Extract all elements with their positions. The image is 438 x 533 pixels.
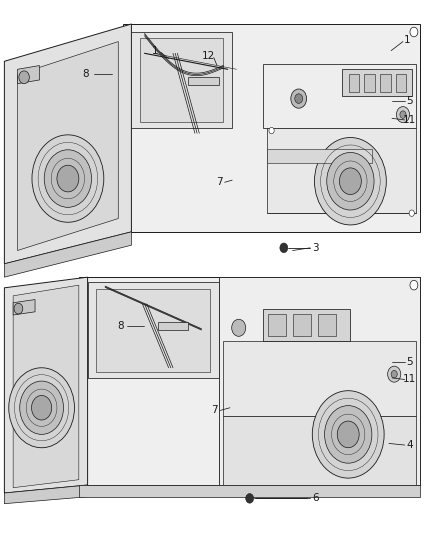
Circle shape [32, 135, 104, 222]
Polygon shape [123, 24, 420, 232]
Circle shape [339, 168, 361, 195]
Polygon shape [79, 485, 420, 497]
Circle shape [410, 27, 418, 37]
Polygon shape [13, 285, 79, 488]
Polygon shape [219, 277, 420, 485]
Text: 1: 1 [152, 46, 159, 55]
Polygon shape [223, 416, 416, 485]
Polygon shape [342, 69, 412, 96]
Text: 1: 1 [404, 35, 411, 45]
Text: 5: 5 [406, 96, 413, 106]
Circle shape [269, 127, 274, 134]
Circle shape [312, 391, 384, 478]
Circle shape [32, 395, 52, 420]
Text: 6: 6 [312, 494, 319, 503]
Polygon shape [380, 74, 391, 92]
Polygon shape [131, 32, 232, 128]
Text: 11: 11 [403, 375, 416, 384]
Circle shape [325, 406, 372, 463]
Polygon shape [396, 74, 406, 92]
Circle shape [20, 381, 64, 434]
Text: 3: 3 [312, 243, 319, 253]
Polygon shape [263, 309, 350, 341]
Polygon shape [18, 66, 39, 84]
Text: 11: 11 [403, 115, 416, 125]
Text: 8: 8 [117, 321, 124, 331]
Circle shape [391, 370, 397, 378]
Circle shape [246, 494, 254, 503]
Polygon shape [4, 232, 131, 277]
Circle shape [295, 94, 303, 103]
Polygon shape [88, 282, 219, 378]
Circle shape [14, 303, 23, 314]
Text: 7: 7 [211, 406, 218, 415]
Text: 12: 12 [201, 51, 215, 61]
Circle shape [410, 280, 418, 290]
Circle shape [280, 243, 288, 253]
Circle shape [409, 210, 414, 216]
Polygon shape [140, 38, 223, 122]
Circle shape [19, 71, 29, 84]
Text: 4: 4 [406, 440, 413, 450]
Circle shape [314, 138, 386, 225]
Polygon shape [79, 277, 420, 485]
Circle shape [9, 368, 74, 448]
Polygon shape [4, 277, 88, 493]
Circle shape [232, 319, 246, 336]
Polygon shape [267, 149, 372, 163]
Circle shape [400, 111, 406, 118]
Polygon shape [4, 485, 88, 504]
Polygon shape [13, 300, 35, 315]
Text: 8: 8 [82, 69, 89, 78]
Polygon shape [268, 314, 286, 336]
Polygon shape [267, 128, 416, 213]
Circle shape [57, 165, 79, 192]
Polygon shape [349, 74, 359, 92]
Circle shape [337, 421, 359, 448]
Polygon shape [293, 314, 311, 336]
Polygon shape [263, 64, 416, 128]
Circle shape [396, 107, 410, 123]
Polygon shape [158, 322, 188, 330]
Circle shape [327, 152, 374, 210]
Polygon shape [96, 289, 210, 372]
Polygon shape [4, 24, 131, 264]
Circle shape [44, 150, 92, 207]
Text: 5: 5 [406, 358, 413, 367]
Polygon shape [18, 42, 118, 251]
Text: 7: 7 [215, 177, 223, 187]
Polygon shape [223, 341, 416, 416]
Circle shape [291, 89, 307, 108]
Polygon shape [188, 77, 219, 85]
Polygon shape [318, 314, 336, 336]
Polygon shape [364, 74, 375, 92]
Circle shape [388, 366, 401, 382]
